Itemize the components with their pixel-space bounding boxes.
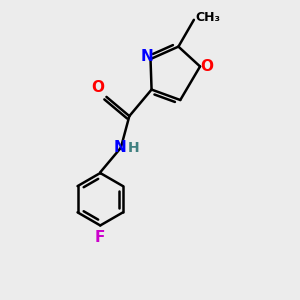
Text: O: O	[200, 59, 213, 74]
Text: O: O	[92, 80, 105, 95]
Text: F: F	[95, 230, 105, 245]
Text: H: H	[128, 141, 140, 155]
Text: N: N	[140, 49, 153, 64]
Text: N: N	[113, 140, 126, 155]
Text: CH₃: CH₃	[196, 11, 221, 24]
